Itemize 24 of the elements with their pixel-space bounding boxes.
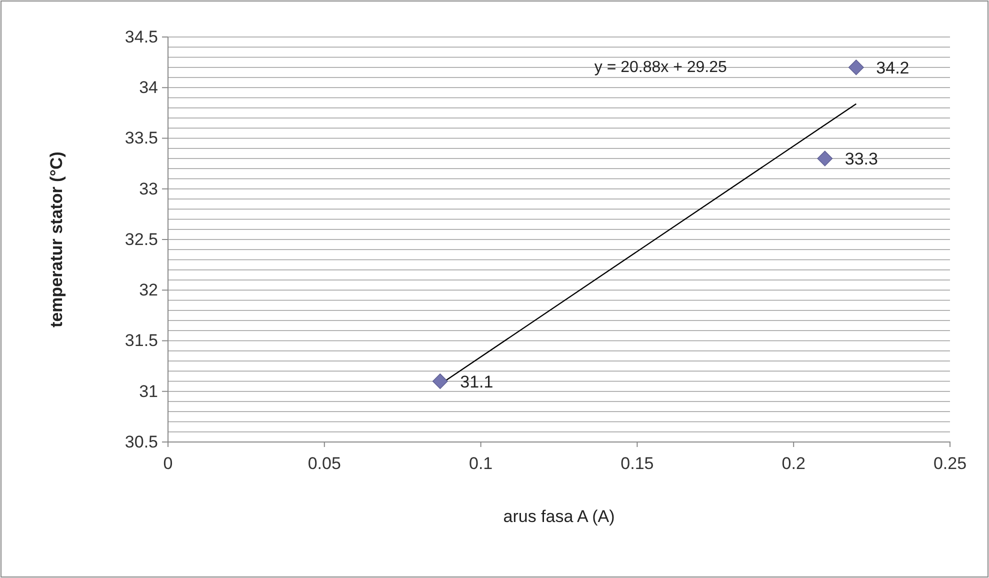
data-label: 34.2: [876, 58, 910, 78]
x-tick-label: 0.1: [468, 454, 493, 474]
point: [817, 150, 833, 166]
y-tick-label: 33: [139, 179, 158, 198]
y-tick-label: 34: [139, 78, 158, 98]
point: [432, 374, 448, 389]
x-tick-label: 0.2: [782, 454, 806, 474]
y-tick-label: 32.5: [124, 230, 158, 249]
annotation: y = 20.88x + 29.25: [594, 59, 728, 76]
y-tick-label: 31: [139, 382, 158, 401]
y-tick-label: 33.5: [124, 128, 158, 148]
y-tick-label: 30.5: [124, 432, 158, 452]
x-tick-label: 0.25: [933, 454, 967, 474]
point: [848, 60, 864, 76]
y-axis-title: temperatur stator (°C): [47, 152, 66, 328]
data-label: 31.1: [460, 372, 494, 392]
data-label: 33.3: [844, 150, 878, 168]
x-axis-title: arus fasa A (A): [503, 507, 615, 526]
y-tick-label: 34.5: [124, 27, 158, 46]
y-tick-label: 31.5: [124, 331, 158, 350]
x-tick-label: 0.05: [308, 454, 341, 474]
y-tick-label: 32: [139, 280, 158, 300]
x-tick-label: 0.15: [620, 454, 654, 474]
x-tick-label: 0: [163, 454, 173, 474]
